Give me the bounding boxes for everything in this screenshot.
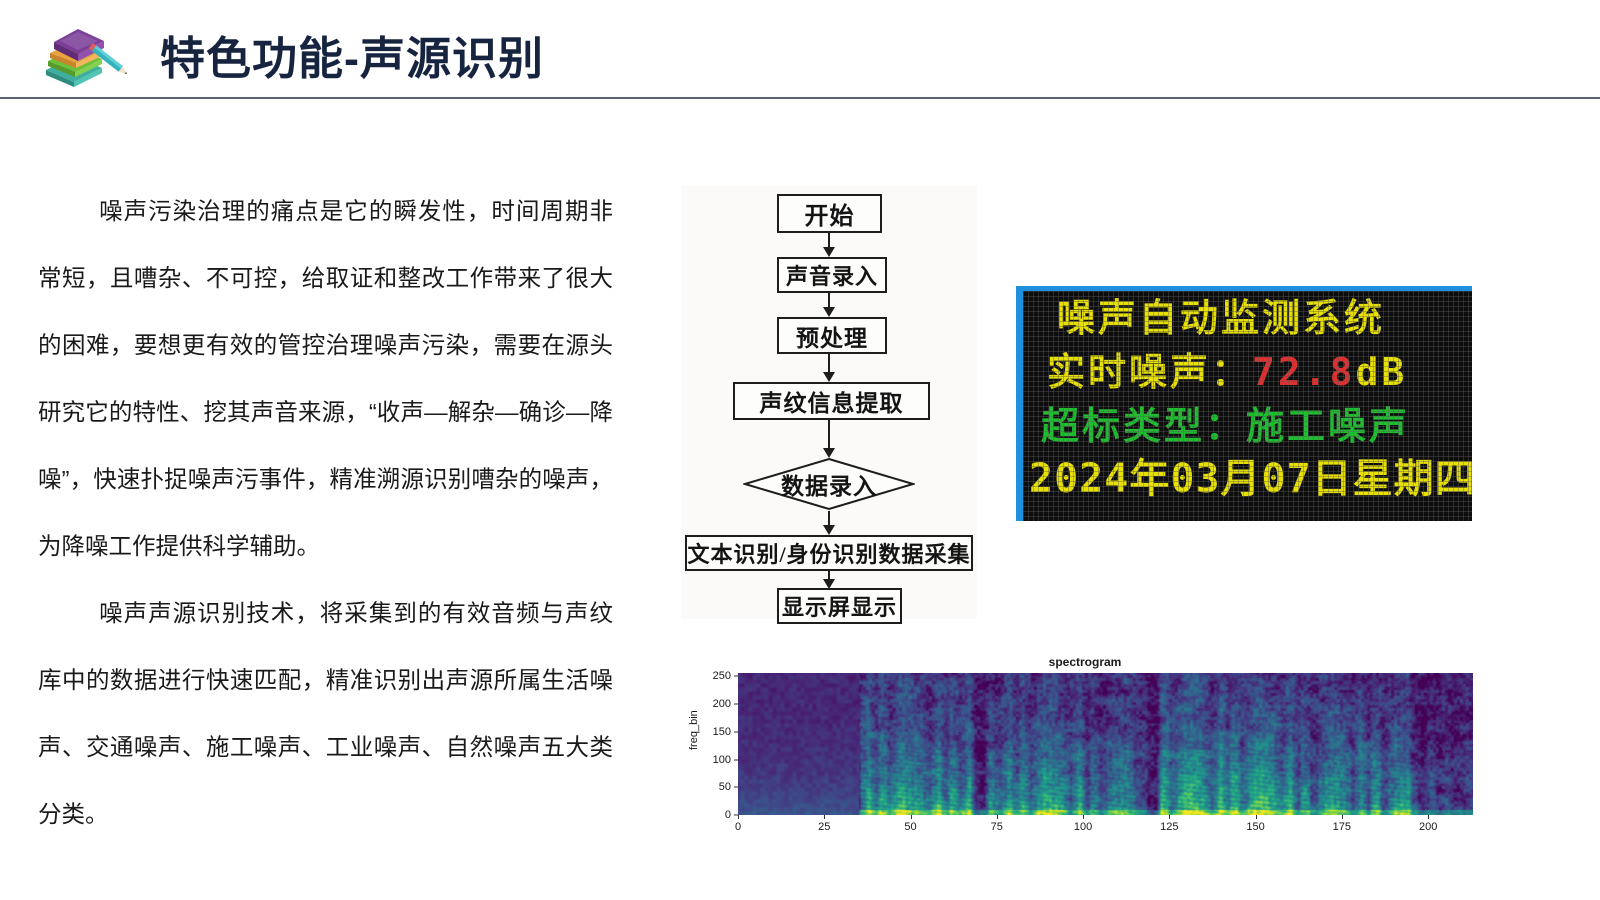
flow-node-start: 开始 bbox=[777, 194, 882, 233]
led-display-board: 噪声自动监测系统 实时噪声：72.8dB 超标类型：施工噪声 2024年03月0… bbox=[1016, 286, 1472, 521]
y-tick-mark bbox=[734, 703, 738, 705]
flow-connector-5 bbox=[828, 511, 830, 533]
x-tick-mark bbox=[1428, 815, 1430, 819]
flow-connector-4 bbox=[828, 420, 830, 456]
body-text-block: 噪声污染治理的痛点是它的瞬发性，时间周期非常短，且嘈杂、不可控，给取证和整改工作… bbox=[38, 178, 613, 848]
spectrogram-y-axis-label: freq_bin bbox=[688, 710, 700, 750]
flow-connector-1 bbox=[828, 233, 830, 255]
led-realtime-label: 实时噪声： bbox=[1047, 350, 1253, 394]
flow-arrow-6 bbox=[823, 579, 835, 589]
x-tick-label: 50 bbox=[904, 821, 917, 833]
x-tick-label: 100 bbox=[1073, 821, 1093, 833]
x-tick-label: 0 bbox=[734, 821, 742, 833]
y-tick-mark bbox=[734, 786, 738, 788]
flow-arrow-5 bbox=[823, 525, 835, 535]
spectrogram-heatmap bbox=[738, 673, 1473, 815]
flow-connector-2 bbox=[828, 293, 830, 315]
slide-header: 特色功能-声源识别 bbox=[0, 0, 1600, 99]
x-tick-mark bbox=[1341, 815, 1343, 819]
flow-arrow-1 bbox=[823, 247, 835, 257]
x-tick-mark bbox=[1169, 815, 1171, 819]
led-display-content: 噪声自动监测系统 实时噪声：72.8dB 超标类型：施工噪声 2024年03月0… bbox=[1023, 291, 1472, 521]
body-paragraph-2: 噪声声源识别技术，将采集到的有效音频与声纹库中的数据进行快速匹配，精准识别出声源… bbox=[38, 600, 613, 827]
x-tick-label: 175 bbox=[1332, 821, 1352, 833]
led-line-date: 2024年03月07日星期四 bbox=[1029, 456, 1472, 502]
flow-connector-3 bbox=[828, 354, 830, 380]
flow-node-collect: 文本识别/身份识别数据采集 bbox=[685, 535, 973, 571]
flow-node-entry: 数据录入 bbox=[743, 457, 915, 511]
y-tick-label: 150 bbox=[712, 725, 731, 738]
led-line-title: 噪声自动监测系统 bbox=[1057, 296, 1386, 340]
flow-node-record: 声音录入 bbox=[777, 257, 887, 293]
y-tick-label: 0 bbox=[724, 809, 731, 821]
led-realtime-unit: dB bbox=[1355, 350, 1408, 394]
flow-arrow-2 bbox=[823, 307, 835, 317]
led-line-realtime: 实时噪声：72.8dB bbox=[1047, 353, 1472, 391]
flow-node-collect-label: 文本识别/身份识别数据采集 bbox=[687, 542, 971, 567]
x-tick-label: 150 bbox=[1246, 821, 1265, 833]
y-tick-label: 50 bbox=[718, 781, 731, 794]
flow-node-preprocess: 预处理 bbox=[777, 317, 887, 354]
y-tick-mark bbox=[734, 814, 738, 816]
led-line-exceed-type: 超标类型：施工噪声 bbox=[1041, 407, 1472, 445]
led-realtime-value: 72.8 bbox=[1252, 350, 1356, 394]
flow-node-preprocess-label: 预处理 bbox=[796, 325, 868, 351]
x-tick-label: 200 bbox=[1418, 821, 1438, 833]
flow-arrow-4 bbox=[823, 448, 835, 458]
x-tick-mark bbox=[1255, 815, 1257, 819]
flow-node-display-label: 显示屏显示 bbox=[781, 595, 897, 620]
y-tick-mark bbox=[734, 759, 738, 761]
x-tick-label: 75 bbox=[990, 821, 1003, 833]
flow-node-display: 显示屏显示 bbox=[777, 588, 902, 624]
y-tick-label: 100 bbox=[712, 753, 731, 766]
led-exceed-label: 超标类型： bbox=[1041, 404, 1247, 448]
process-flowchart: 开始 声音录入 预处理 声纹信息提取 数据录入 bbox=[681, 186, 977, 624]
y-tick-label: 200 bbox=[712, 698, 731, 711]
page-title: 特色功能-声源识别 bbox=[160, 33, 544, 84]
flow-node-start-label: 开始 bbox=[804, 204, 855, 230]
x-tick-mark bbox=[996, 815, 998, 819]
x-tick-label: 25 bbox=[818, 821, 831, 833]
led-exceed-value: 施工噪声 bbox=[1246, 404, 1411, 448]
flow-node-entry-label: 数据录入 bbox=[781, 474, 877, 499]
spectrogram-plot-area bbox=[738, 673, 1473, 815]
y-tick-label: 250 bbox=[712, 670, 731, 683]
spectrogram-figure: spectrogram freq_bin 0 50 100 150 200 250 0 25… bbox=[688, 645, 1480, 845]
x-tick-mark bbox=[824, 815, 826, 819]
x-tick-mark bbox=[1083, 815, 1085, 819]
spectrogram-title: spectrogram bbox=[1048, 655, 1122, 669]
body-paragraph-1: 噪声污染治理的痛点是它的瞬发性，时间周期非常短，且嘈杂、不可控，给取证和整改工作… bbox=[38, 198, 613, 559]
flow-node-extract-label: 声纹信息提取 bbox=[759, 391, 904, 416]
y-tick-mark bbox=[734, 675, 738, 677]
stacked-books-logo bbox=[40, 20, 132, 90]
header-divider bbox=[0, 97, 1600, 99]
flow-arrow-3 bbox=[823, 372, 835, 382]
y-tick-mark bbox=[734, 731, 738, 733]
x-tick-mark bbox=[910, 815, 912, 819]
x-tick-mark bbox=[738, 815, 739, 819]
flow-node-record-label: 声音录入 bbox=[785, 264, 878, 289]
flow-node-extract: 声纹信息提取 bbox=[733, 382, 930, 420]
x-tick-label: 125 bbox=[1160, 821, 1179, 833]
